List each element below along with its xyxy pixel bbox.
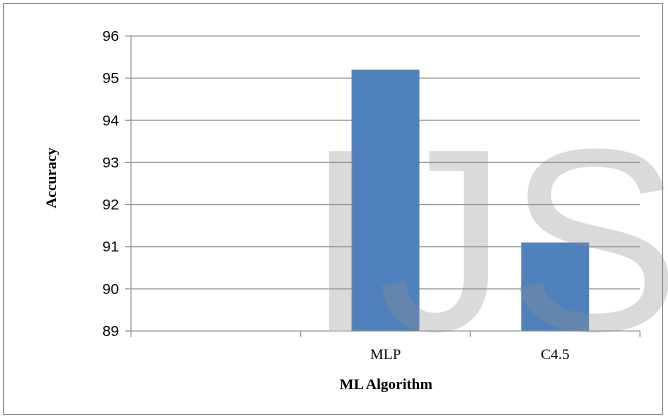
x-tick-labels: MLP C4.5: [370, 347, 569, 363]
y-tick-label: 93: [102, 154, 119, 171]
bars: [351, 69, 590, 331]
y-tick-label: 94: [102, 112, 119, 129]
y-tick-label: 89: [102, 323, 119, 340]
chart-frame: [3, 3, 663, 415]
y-tick-label: 91: [102, 239, 119, 256]
y-tick-label: 92: [102, 197, 119, 214]
y-axis-title: Accuracy: [44, 147, 60, 208]
x-tick-label: C4.5: [541, 347, 570, 363]
x-axis-title: ML Algorithm: [340, 377, 433, 393]
y-tick-labels: 89 90 91 92 93 94 95 96: [102, 28, 119, 340]
watermark: IJS: [305, 96, 668, 386]
axes: [130, 36, 641, 337]
y-tick-label: 96: [102, 28, 119, 45]
y-tick-label: 95: [102, 70, 119, 87]
bar-mlp: [351, 69, 420, 331]
watermark-text: IJS: [305, 96, 668, 386]
y-tick-label: 90: [102, 281, 119, 298]
x-tick-label: MLP: [370, 347, 401, 363]
bar-c4-5: [521, 242, 590, 331]
